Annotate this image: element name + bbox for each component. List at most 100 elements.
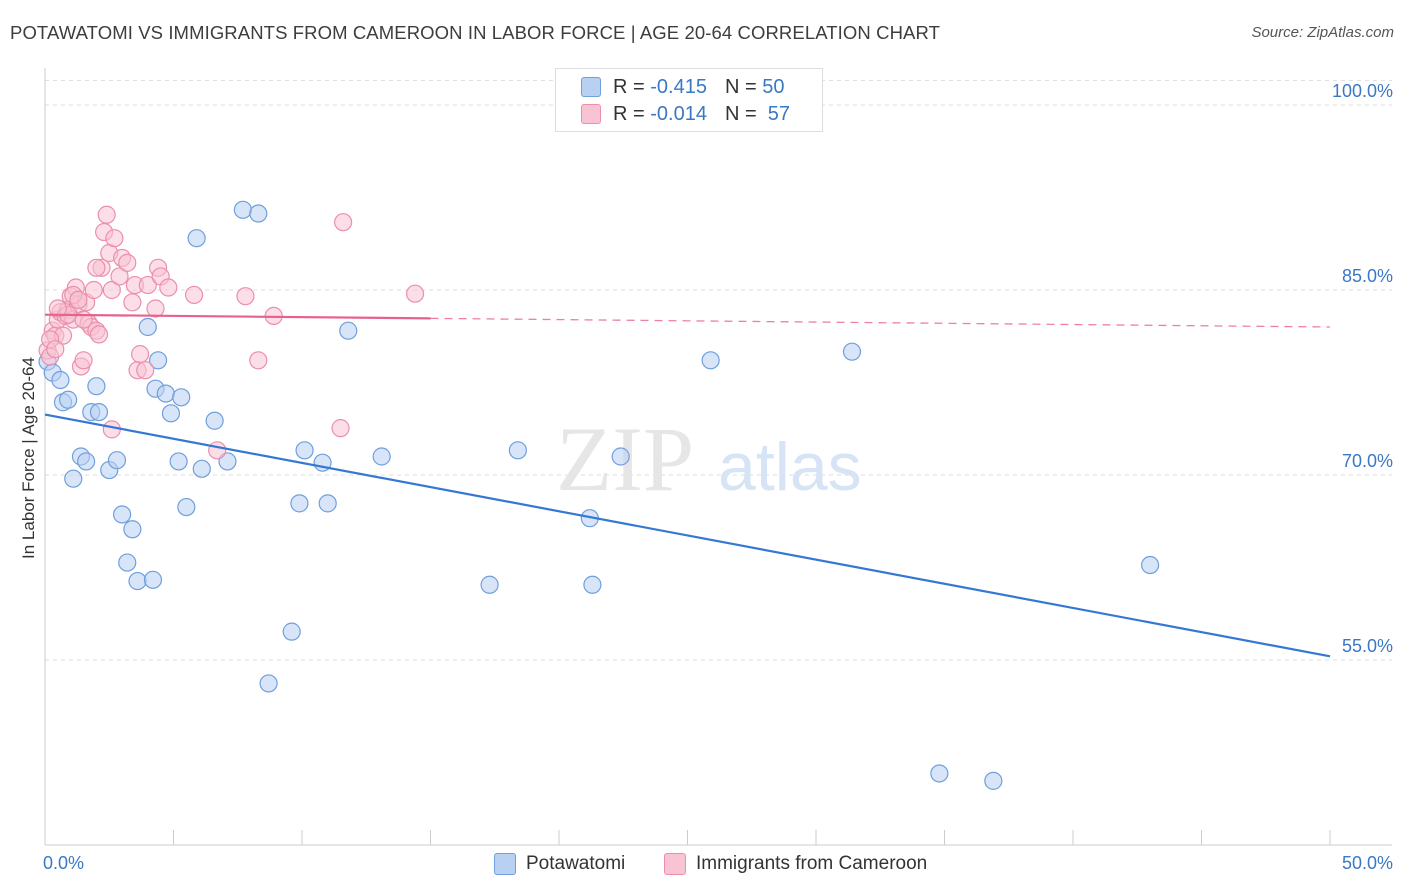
data-point-potawatomi: [480, 575, 499, 594]
legend-n-value: 57: [767, 102, 791, 125]
data-point-potawatomi: [290, 494, 309, 513]
data-point-potawatomi: [249, 204, 268, 223]
data-point-potawatomi: [87, 377, 106, 396]
data-point-potawatomi: [295, 441, 314, 460]
data-point-potawatomi: [259, 674, 278, 693]
data-point-cameroon: [136, 361, 155, 380]
trend-line-cameroon: [44, 313, 431, 320]
x-tick-label: 50.0%: [1342, 853, 1393, 873]
data-point-potawatomi: [148, 351, 168, 370]
data-point-potawatomi: [177, 497, 196, 517]
data-point-potawatomi: [112, 505, 132, 524]
bottom-legend-label: Potawatomi: [526, 853, 626, 874]
y-tick-label: 100.0%: [1332, 81, 1393, 101]
data-point-cameroon: [405, 284, 425, 303]
data-point-potawatomi: [107, 451, 127, 470]
data-point-potawatomi: [138, 317, 157, 337]
y-axis-label: In Labor Force | Age 20-64: [19, 357, 38, 559]
trend-line-potawatomi: [44, 413, 1331, 658]
data-point-potawatomi: [339, 321, 358, 340]
data-point-cameroon: [87, 258, 106, 277]
watermark: ZIP atlas: [556, 408, 862, 510]
data-point-potawatomi: [218, 452, 237, 471]
data-point-potawatomi: [233, 200, 252, 219]
data-point-cameroon: [334, 213, 353, 232]
legend-n-label: N =: [724, 102, 757, 125]
data-point-cameroon: [84, 280, 103, 300]
legend-r-value: -0.014: [650, 102, 707, 125]
bottom-legend-potawatomi: Potawatomi: [494, 852, 625, 876]
data-point-cameroon: [74, 310, 93, 329]
data-point-potawatomi: [143, 570, 163, 589]
data-point-potawatomi: [1140, 555, 1160, 575]
data-point-cameroon: [118, 253, 137, 272]
data-point-potawatomi: [128, 571, 147, 591]
data-point-potawatomi: [318, 494, 337, 513]
data-point-cameroon: [123, 293, 142, 312]
data-point-cameroon: [74, 351, 93, 370]
data-point-potawatomi: [169, 452, 188, 471]
legend-n-value: 50: [762, 75, 785, 98]
data-point-potawatomi: [372, 447, 391, 466]
bottom-legend-cameroon: Immigrants from Cameroon: [664, 852, 927, 876]
source-label: Source: ZipAtlas.com: [1251, 24, 1394, 41]
trend-lines: [44, 313, 1331, 658]
data-point-potawatomi: [156, 384, 175, 403]
data-point-potawatomi: [205, 411, 224, 430]
data-point-cameroon: [102, 280, 121, 300]
data-point-potawatomi: [701, 351, 720, 370]
legend-swatch-blue: [581, 77, 601, 97]
legend-row-potawatomi: R = -0.415 N = 50: [581, 74, 784, 100]
data-point-potawatomi: [59, 390, 78, 409]
data-point-cameroon: [69, 290, 88, 309]
data-point-potawatomi: [930, 764, 949, 783]
data-point-cameroon: [146, 299, 165, 318]
data-point-cameroon: [331, 419, 350, 438]
data-point-potawatomi: [583, 575, 602, 594]
bottom-legend-swatch-pink: [664, 853, 686, 875]
data-point-potawatomi: [984, 771, 1003, 790]
data-point-cameroon: [184, 285, 204, 305]
data-point-potawatomi: [77, 452, 96, 471]
data-point-potawatomi: [118, 553, 137, 572]
chart-title: POTAWATOMI VS IMMIGRANTS FROM CAMEROON I…: [10, 22, 940, 43]
data-point-potawatomi: [192, 459, 211, 478]
data-points: [38, 200, 1160, 790]
watermark-atlas: atlas: [718, 429, 862, 505]
data-point-potawatomi: [89, 403, 109, 422]
correlation-legend: R = -0.415 N = 50 R = -0.014 N = 57: [555, 68, 823, 132]
data-point-cameroon: [89, 325, 109, 344]
data-point-potawatomi: [842, 342, 862, 361]
data-point-cameroon: [130, 345, 150, 364]
data-point-cameroon: [208, 441, 227, 460]
data-point-cameroon: [236, 287, 255, 306]
data-point-potawatomi: [611, 447, 630, 466]
axes: [44, 68, 1392, 846]
data-point-cameroon: [97, 205, 116, 224]
data-point-cameroon: [138, 275, 157, 295]
tick-labels: 55.0% 70.0% 85.0% 100.0% 0.0% 50.0%: [43, 81, 1393, 873]
bottom-legend-swatch-blue: [494, 853, 516, 875]
y-tick-label: 70.0%: [1342, 451, 1393, 471]
bottom-legend-label: Immigrants from Cameroon: [696, 853, 928, 874]
x-tick-label: 0.0%: [43, 853, 84, 873]
data-point-potawatomi: [172, 388, 191, 407]
data-point-cameroon: [249, 351, 268, 370]
y-tick-label: 55.0%: [1342, 636, 1393, 656]
data-point-potawatomi: [187, 229, 206, 248]
trend-line-cameroon-dashed: [430, 317, 1331, 328]
legend-n-label: N =: [724, 75, 757, 98]
legend-r-label: R =: [613, 75, 645, 98]
data-point-cameroon: [105, 229, 124, 248]
legend-r-value: -0.415: [650, 75, 707, 98]
data-point-potawatomi: [282, 622, 301, 641]
data-point-cameroon: [46, 340, 65, 359]
legend-swatch-pink: [581, 104, 601, 124]
data-point-cameroon: [48, 299, 67, 318]
legend-row-cameroon: R = -0.014 N = 57: [581, 101, 790, 127]
grid-lines: [45, 79, 1392, 661]
data-point-cameroon: [159, 278, 178, 297]
data-point-potawatomi: [123, 520, 142, 539]
data-point-potawatomi: [508, 441, 527, 460]
